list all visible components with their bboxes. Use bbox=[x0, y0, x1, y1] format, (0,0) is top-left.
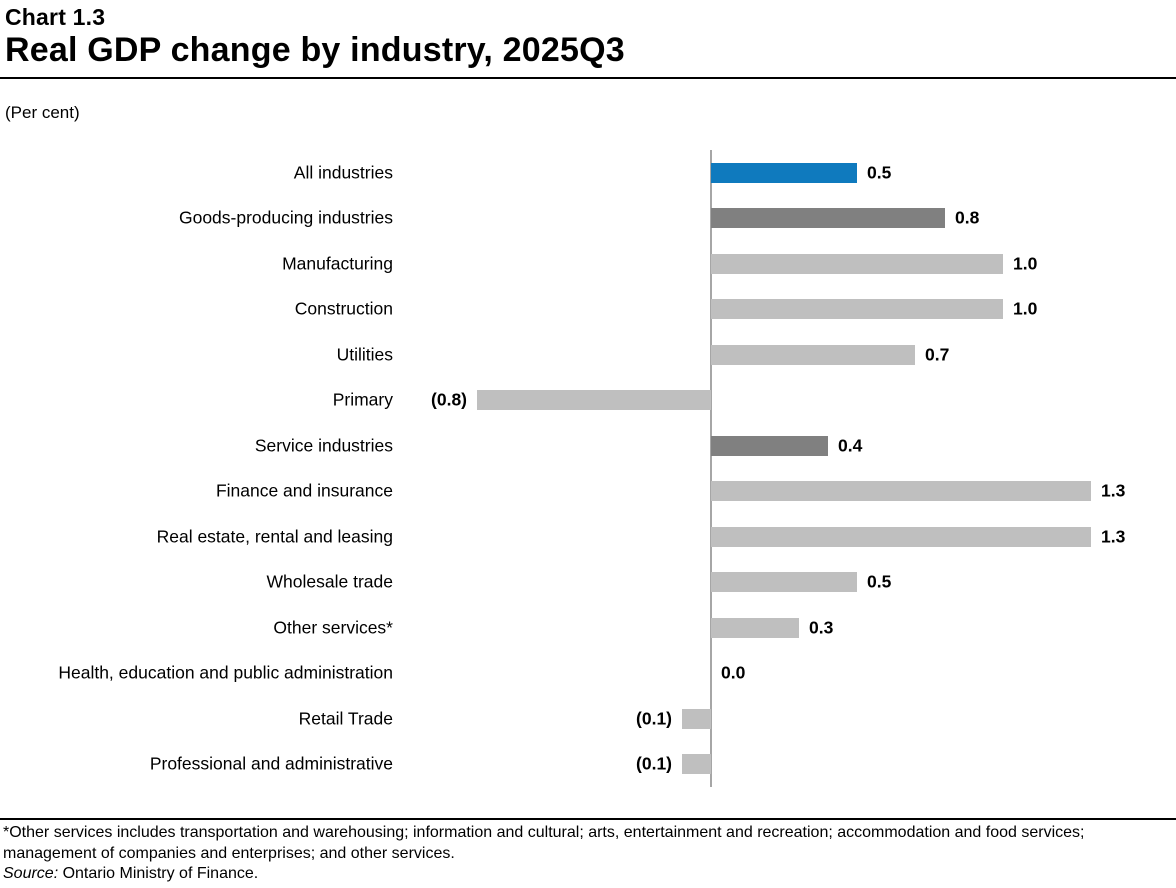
value-label: 1.3 bbox=[1101, 480, 1126, 501]
chart-row: Finance and insurance 1.3 bbox=[0, 469, 1176, 515]
bar bbox=[682, 754, 711, 775]
category-label: Utilities bbox=[336, 344, 393, 365]
bar bbox=[711, 299, 1003, 320]
bar bbox=[711, 344, 915, 365]
source-text: Ontario Ministry of Finance. bbox=[58, 865, 259, 882]
value-label: 1.3 bbox=[1101, 526, 1126, 547]
value-label: (0.8) bbox=[431, 389, 467, 410]
chart-row: Goods-producing industries 0.8 bbox=[0, 196, 1176, 242]
chart-row: Manufacturing 1.0 bbox=[0, 241, 1176, 287]
chart-row: Other services* 0.3 bbox=[0, 605, 1176, 651]
chart-row: Construction 1.0 bbox=[0, 287, 1176, 333]
bar bbox=[711, 253, 1003, 274]
value-label: 0.5 bbox=[867, 162, 892, 183]
bar bbox=[711, 208, 945, 229]
y-axis-line bbox=[710, 150, 712, 787]
bar bbox=[711, 572, 857, 593]
chart-row: Primary (0.8) bbox=[0, 378, 1176, 424]
bar bbox=[711, 526, 1091, 547]
value-label: 0.0 bbox=[721, 662, 746, 683]
chart-row: All industries 0.5 bbox=[0, 150, 1176, 196]
category-label: Primary bbox=[332, 389, 393, 410]
chart-row: Retail Trade (0.1) bbox=[0, 696, 1176, 742]
value-label: 0.8 bbox=[955, 207, 980, 228]
source-label: Source: bbox=[3, 865, 59, 882]
value-label: 1.0 bbox=[1013, 298, 1038, 319]
chart-number: Chart 1.3 bbox=[5, 4, 106, 30]
bar bbox=[711, 481, 1091, 502]
title-divider bbox=[0, 77, 1176, 79]
category-label: Real estate, rental and leasing bbox=[156, 526, 393, 547]
value-label: 0.4 bbox=[838, 435, 863, 456]
category-label: Health, education and public administrat… bbox=[58, 662, 393, 683]
chart-row: Professional and administrative (0.1) bbox=[0, 742, 1176, 788]
chart-row: Health, education and public administrat… bbox=[0, 651, 1176, 697]
category-label: Wholesale trade bbox=[266, 571, 393, 592]
value-label: (0.1) bbox=[636, 753, 672, 774]
value-label: (0.1) bbox=[636, 708, 672, 729]
category-label: Service industries bbox=[254, 435, 393, 456]
chart-header: Chart 1.3 Real GDP change by industry, 2… bbox=[5, 4, 625, 71]
category-label: Manufacturing bbox=[282, 253, 393, 274]
chart-row: Wholesale trade 0.5 bbox=[0, 560, 1176, 606]
footnote: *Other services includes transportation … bbox=[0, 818, 1176, 885]
unit-label: (Per cent) bbox=[5, 103, 80, 122]
chart-row: Utilities 0.7 bbox=[0, 332, 1176, 378]
bar bbox=[682, 708, 711, 729]
bar bbox=[711, 435, 828, 456]
footnote-note: *Other services includes transportation … bbox=[3, 824, 1085, 862]
category-label: Construction bbox=[294, 298, 393, 319]
chart-rows: All industries 0.5 Goods-producing industr… bbox=[0, 150, 1176, 787]
value-label: 1.0 bbox=[1013, 253, 1038, 274]
value-label: 0.3 bbox=[809, 617, 834, 638]
category-label: All industries bbox=[293, 162, 393, 183]
chart-row: Service industries 0.4 bbox=[0, 423, 1176, 469]
category-label: Goods-producing industries bbox=[178, 207, 393, 228]
bar bbox=[477, 390, 711, 411]
category-label: Finance and insurance bbox=[215, 480, 393, 501]
category-label: Retail Trade bbox=[298, 708, 393, 729]
value-label: 0.5 bbox=[867, 571, 892, 592]
source-line: Source: Ontario Ministry of Finance. bbox=[3, 864, 1174, 885]
category-label: Other services* bbox=[273, 617, 393, 638]
page-title: Real GDP change by industry, 2025Q3 bbox=[5, 31, 625, 70]
bar bbox=[711, 617, 799, 638]
chart-row: Real estate, rental and leasing 1.3 bbox=[0, 514, 1176, 560]
category-label: Professional and administrative bbox=[149, 753, 393, 774]
value-label: 0.7 bbox=[925, 344, 950, 365]
bar bbox=[711, 162, 857, 183]
bar-chart: All industries 0.5 Goods-producing industr… bbox=[0, 150, 1176, 787]
